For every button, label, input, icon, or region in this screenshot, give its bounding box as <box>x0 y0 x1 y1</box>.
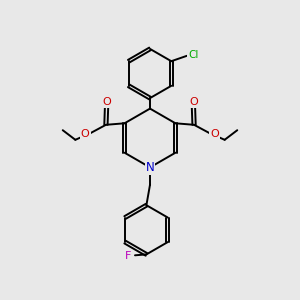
Text: O: O <box>210 129 219 139</box>
Text: Cl: Cl <box>188 50 199 60</box>
Text: N: N <box>146 161 154 174</box>
Text: F: F <box>125 251 132 261</box>
Text: O: O <box>189 97 198 107</box>
Text: O: O <box>81 129 90 139</box>
Text: O: O <box>102 97 111 107</box>
